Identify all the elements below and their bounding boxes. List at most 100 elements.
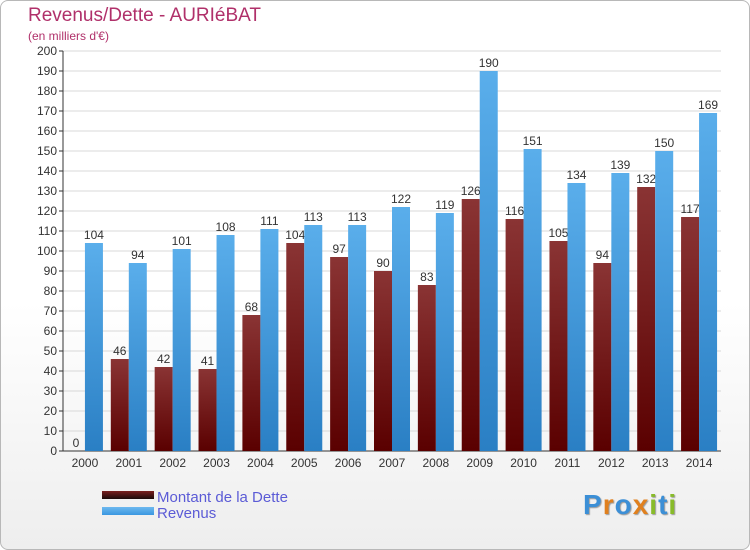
- x-tick-label: 2012: [598, 456, 625, 470]
- x-tick-label: 2009: [466, 456, 493, 470]
- bar-dette: [198, 369, 217, 451]
- bar-dette: [505, 219, 524, 451]
- x-tick-label: 2006: [335, 456, 362, 470]
- bar-dette: [681, 217, 700, 451]
- bar-dette: [330, 257, 349, 451]
- data-label-dette: 104: [285, 228, 305, 242]
- data-label-dette: 46: [113, 344, 127, 358]
- y-tick-label: 120: [37, 204, 57, 218]
- logo-letter: x: [632, 489, 650, 520]
- bar-revenus: [567, 183, 586, 451]
- bar-dette: [593, 263, 612, 451]
- data-label-dette: 117: [680, 202, 699, 216]
- bar-dette: [242, 315, 261, 451]
- data-label-dette: 83: [420, 270, 434, 284]
- data-label-revenus: 113: [348, 210, 367, 224]
- y-tick-label: 200: [37, 44, 57, 58]
- bar-revenus: [84, 243, 103, 451]
- data-label-revenus: 134: [566, 168, 586, 182]
- data-label-revenus: 119: [435, 198, 454, 212]
- x-tick-label: 2003: [203, 456, 230, 470]
- data-label-dette: 0: [73, 436, 80, 450]
- x-tick-label: 2005: [291, 456, 318, 470]
- bar-revenus: [435, 213, 454, 451]
- y-tick-label: 80: [44, 284, 58, 298]
- bar-dette: [417, 285, 436, 451]
- y-tick-label: 0: [50, 444, 57, 458]
- data-label-revenus: 190: [479, 56, 499, 70]
- data-label-dette: 41: [201, 354, 215, 368]
- data-label-revenus: 108: [216, 220, 236, 234]
- data-label-revenus: 111: [260, 214, 279, 228]
- bar-revenus: [699, 113, 718, 451]
- logo-letter: i: [649, 489, 659, 520]
- legend-label-revenus: Revenus: [157, 505, 217, 522]
- logo-letter: o: [614, 489, 633, 520]
- bar-revenus: [128, 263, 147, 451]
- y-tick-label: 10: [44, 424, 58, 438]
- y-tick-label: 150: [37, 144, 57, 158]
- bar-revenus: [655, 151, 674, 451]
- data-label-revenus: 113: [304, 210, 323, 224]
- y-tick-label: 180: [37, 84, 57, 98]
- bar-revenus: [304, 225, 323, 451]
- data-label-dette: 94: [596, 248, 610, 262]
- bar-revenus: [348, 225, 367, 451]
- x-tick-label: 2008: [423, 456, 450, 470]
- bar-revenus: [479, 71, 498, 451]
- bar-revenus: [172, 249, 191, 451]
- y-tick-label: 100: [37, 244, 57, 258]
- x-tick-label: 2007: [379, 456, 406, 470]
- data-label-dette: 132: [636, 172, 656, 186]
- logo-letter: i: [668, 489, 678, 520]
- data-label-revenus: 104: [84, 228, 104, 242]
- data-label-dette: 68: [245, 300, 259, 314]
- logo-letter: t: [658, 489, 669, 520]
- logo-letter: P: [583, 489, 603, 520]
- bar-revenus: [216, 235, 235, 451]
- x-tick-label: 2000: [72, 456, 99, 470]
- bar-dette: [461, 199, 480, 451]
- y-tick-label: 30: [44, 384, 58, 398]
- y-tick-label: 50: [44, 344, 58, 358]
- legend-swatch-revenus: [102, 507, 154, 515]
- x-tick-label: 2004: [247, 456, 274, 470]
- data-label-dette: 105: [548, 226, 568, 240]
- data-label-dette: 126: [461, 184, 481, 198]
- logo-letter: r: [602, 489, 615, 520]
- bar-revenus: [260, 229, 279, 451]
- data-label-dette: 42: [157, 352, 171, 366]
- x-tick-label: 2001: [115, 456, 142, 470]
- legend-swatch-dette: [102, 491, 154, 499]
- bar-revenus: [523, 149, 542, 451]
- bar-revenus: [392, 207, 410, 451]
- data-label-revenus: 150: [654, 136, 674, 150]
- data-label-dette: 97: [332, 242, 346, 256]
- y-tick-label: 20: [44, 404, 58, 418]
- y-tick-label: 170: [37, 104, 57, 118]
- bar-revenus: [611, 173, 630, 451]
- x-tick-label: 2011: [555, 456, 581, 470]
- chart-subtitle: (en milliers d'€): [28, 29, 109, 43]
- data-label-revenus: 139: [610, 158, 630, 172]
- y-tick-label: 110: [38, 224, 57, 238]
- bar-dette: [637, 187, 656, 451]
- x-tick-label: 2002: [159, 456, 186, 470]
- data-label-dette: 90: [376, 256, 390, 270]
- y-tick-label: 60: [44, 324, 58, 338]
- y-tick-label: 40: [44, 364, 58, 378]
- chart-title: Revenus/Dette - AURIéBAT: [28, 5, 262, 26]
- data-label-dette: 116: [505, 204, 524, 218]
- y-tick-label: 130: [37, 184, 57, 198]
- y-tick-label: 190: [37, 64, 57, 78]
- bar-dette: [549, 241, 568, 451]
- y-tick-label: 70: [44, 304, 58, 318]
- proxiti-logo: Proxiti: [583, 489, 677, 521]
- data-label-revenus: 151: [523, 134, 543, 148]
- y-tick-label: 140: [37, 164, 57, 178]
- x-tick-label: 2014: [686, 456, 713, 470]
- legend-label-dette: Montant de la Dette: [157, 489, 288, 506]
- y-tick-label: 90: [44, 264, 58, 278]
- data-label-revenus: 122: [391, 192, 411, 206]
